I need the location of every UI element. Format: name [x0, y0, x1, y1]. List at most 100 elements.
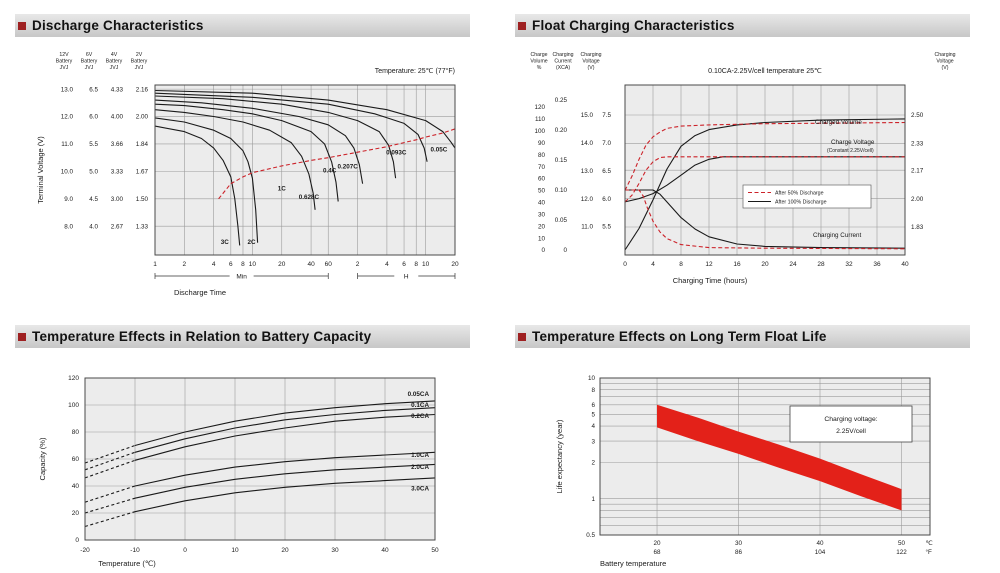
- svg-text:0: 0: [183, 547, 187, 554]
- svg-text:0: 0: [563, 247, 567, 254]
- discharge-characteristics-chart: 1 2 4 6 8 10 20 40 60 2 4 6 8 10 2012VBatteryJVJ6VBatt…: [36, 52, 459, 297]
- svg-text:4V: 4V: [111, 52, 118, 58]
- svg-text:(V): (V): [588, 65, 595, 71]
- svg-text:6: 6: [402, 261, 406, 268]
- svg-text:15.0: 15.0: [581, 112, 594, 119]
- float-life-title: Temperature Effects on Long Term Float L…: [532, 329, 827, 344]
- svg-text:12V: 12V: [59, 52, 69, 58]
- svg-text:5.5: 5.5: [89, 141, 98, 148]
- svg-text:6V: 6V: [86, 52, 93, 58]
- svg-text:Battery: Battery: [56, 59, 73, 65]
- svg-text:4: 4: [212, 261, 216, 268]
- svg-text:11.0: 11.0: [61, 141, 73, 148]
- svg-text:0.5: 0.5: [586, 532, 595, 539]
- svg-text:0: 0: [623, 261, 627, 268]
- svg-text:3.00: 3.00: [111, 196, 124, 203]
- svg-text:2.67: 2.67: [111, 223, 124, 230]
- svg-text:86: 86: [735, 549, 743, 556]
- discharge-header-bar: Discharge Characteristics: [15, 14, 470, 37]
- svg-text:5.0: 5.0: [89, 169, 98, 176]
- svg-text:0.4C: 0.4C: [323, 168, 337, 175]
- svg-text:20: 20: [538, 223, 546, 230]
- svg-text:Charge: Charge: [530, 52, 547, 58]
- svg-text:(V): (V): [942, 65, 949, 71]
- svg-text:110: 110: [535, 116, 546, 123]
- svg-text:4: 4: [591, 423, 595, 430]
- svg-text:5: 5: [591, 412, 595, 419]
- svg-text:2.00: 2.00: [136, 114, 149, 121]
- svg-text:8: 8: [679, 261, 683, 268]
- svg-text:JVJ: JVJ: [60, 65, 69, 71]
- svg-text:50: 50: [898, 540, 906, 547]
- svg-text:0: 0: [541, 247, 545, 254]
- svg-text:0.093C: 0.093C: [386, 149, 407, 156]
- svg-text:0.15: 0.15: [555, 157, 568, 164]
- svg-text:20: 20: [761, 261, 769, 268]
- svg-text:Battery: Battery: [81, 59, 98, 65]
- header-accent-square: [18, 332, 26, 341]
- svg-text:6.0: 6.0: [89, 114, 98, 121]
- svg-text:60: 60: [325, 261, 333, 268]
- temperature-capacity-chart: -20 -10 0 10 20 30 40 50 0 20 40 60 80 100 120 0.05CA 0.…: [38, 375, 439, 568]
- temp-capacity-header-bar: Temperature Effects in Relation to Batte…: [15, 325, 470, 348]
- svg-text:3.33: 3.33: [111, 169, 124, 176]
- svg-text:32: 32: [845, 261, 853, 268]
- svg-text:20: 20: [654, 540, 662, 547]
- svg-text:2C: 2C: [248, 239, 257, 246]
- svg-text:30: 30: [538, 211, 546, 218]
- svg-text:Charging: Charging: [934, 52, 955, 58]
- svg-text:20: 20: [451, 261, 459, 268]
- svg-text:Battery: Battery: [131, 59, 148, 65]
- svg-text:Charging: Charging: [552, 52, 573, 58]
- discharge-section: Discharge Characteristics 1 2 4 6 8 10 20 40 60 2…: [15, 14, 470, 320]
- svg-text:5.5: 5.5: [602, 224, 611, 231]
- svg-text:30: 30: [331, 547, 339, 554]
- temp-capacity-section: Temperature Effects in Relation to Batte…: [15, 325, 470, 573]
- svg-text:2.0CA: 2.0CA: [411, 464, 429, 471]
- svg-text:2.50: 2.50: [911, 112, 924, 119]
- svg-text:6.5: 6.5: [602, 168, 611, 175]
- float-charging-section: Float Charging Characteristics 0 4 8 12 16 20…: [515, 14, 970, 320]
- svg-text:1.84: 1.84: [136, 141, 149, 148]
- svg-text:JVJ: JVJ: [85, 65, 94, 71]
- svg-text:Life expectancy (year): Life expectancy (year): [555, 419, 564, 493]
- svg-text:7.0: 7.0: [602, 140, 611, 147]
- svg-text:(Constant 2.25V/cell): (Constant 2.25V/cell): [827, 148, 874, 154]
- svg-text:Current: Current: [554, 59, 572, 65]
- svg-text:0.207C: 0.207C: [338, 164, 359, 171]
- svg-text:0.20: 0.20: [555, 127, 568, 134]
- svg-text:8.0: 8.0: [64, 223, 73, 230]
- svg-text:3: 3: [591, 438, 595, 445]
- float-life-chart: 206830864010450122℃°F1086543210.5Chargin…: [555, 375, 933, 568]
- svg-text:8: 8: [241, 261, 245, 268]
- svg-text:Terminal Voltage (V): Terminal Voltage (V): [36, 136, 45, 204]
- svg-text:12.0: 12.0: [61, 114, 74, 121]
- svg-text:8: 8: [414, 261, 418, 268]
- svg-text:40: 40: [901, 261, 909, 268]
- svg-text:8: 8: [591, 387, 595, 394]
- svg-text:Charge Voltage: Charge Voltage: [831, 139, 875, 146]
- svg-text:Temperature (℃): Temperature (℃): [98, 559, 156, 568]
- svg-text:9.0: 9.0: [64, 196, 73, 203]
- svg-text:1.67: 1.67: [136, 169, 149, 176]
- svg-text:20: 20: [281, 547, 289, 554]
- svg-text:0.10: 0.10: [555, 187, 568, 194]
- svg-text:2V: 2V: [136, 52, 143, 58]
- svg-text:60: 60: [538, 176, 546, 183]
- svg-text:Charging voltage:: Charging voltage:: [824, 416, 877, 423]
- svg-text:1C: 1C: [278, 186, 287, 193]
- svg-text:Capacity (%): Capacity (%): [38, 437, 47, 480]
- svg-text:1.33: 1.33: [136, 223, 149, 230]
- svg-text:30: 30: [735, 540, 743, 547]
- svg-text:6: 6: [229, 261, 233, 268]
- svg-text:1: 1: [591, 496, 595, 503]
- svg-text:0.2CA: 0.2CA: [411, 413, 429, 420]
- svg-text:4.5: 4.5: [89, 196, 98, 203]
- svg-text:11.0: 11.0: [581, 224, 593, 231]
- svg-text:1.83: 1.83: [911, 224, 924, 231]
- svg-text:%: %: [537, 65, 542, 71]
- svg-text:100: 100: [68, 402, 79, 409]
- svg-text:50: 50: [431, 547, 439, 554]
- svg-text:0.05C: 0.05C: [430, 147, 447, 154]
- svg-text:Battery temperature: Battery temperature: [600, 559, 666, 568]
